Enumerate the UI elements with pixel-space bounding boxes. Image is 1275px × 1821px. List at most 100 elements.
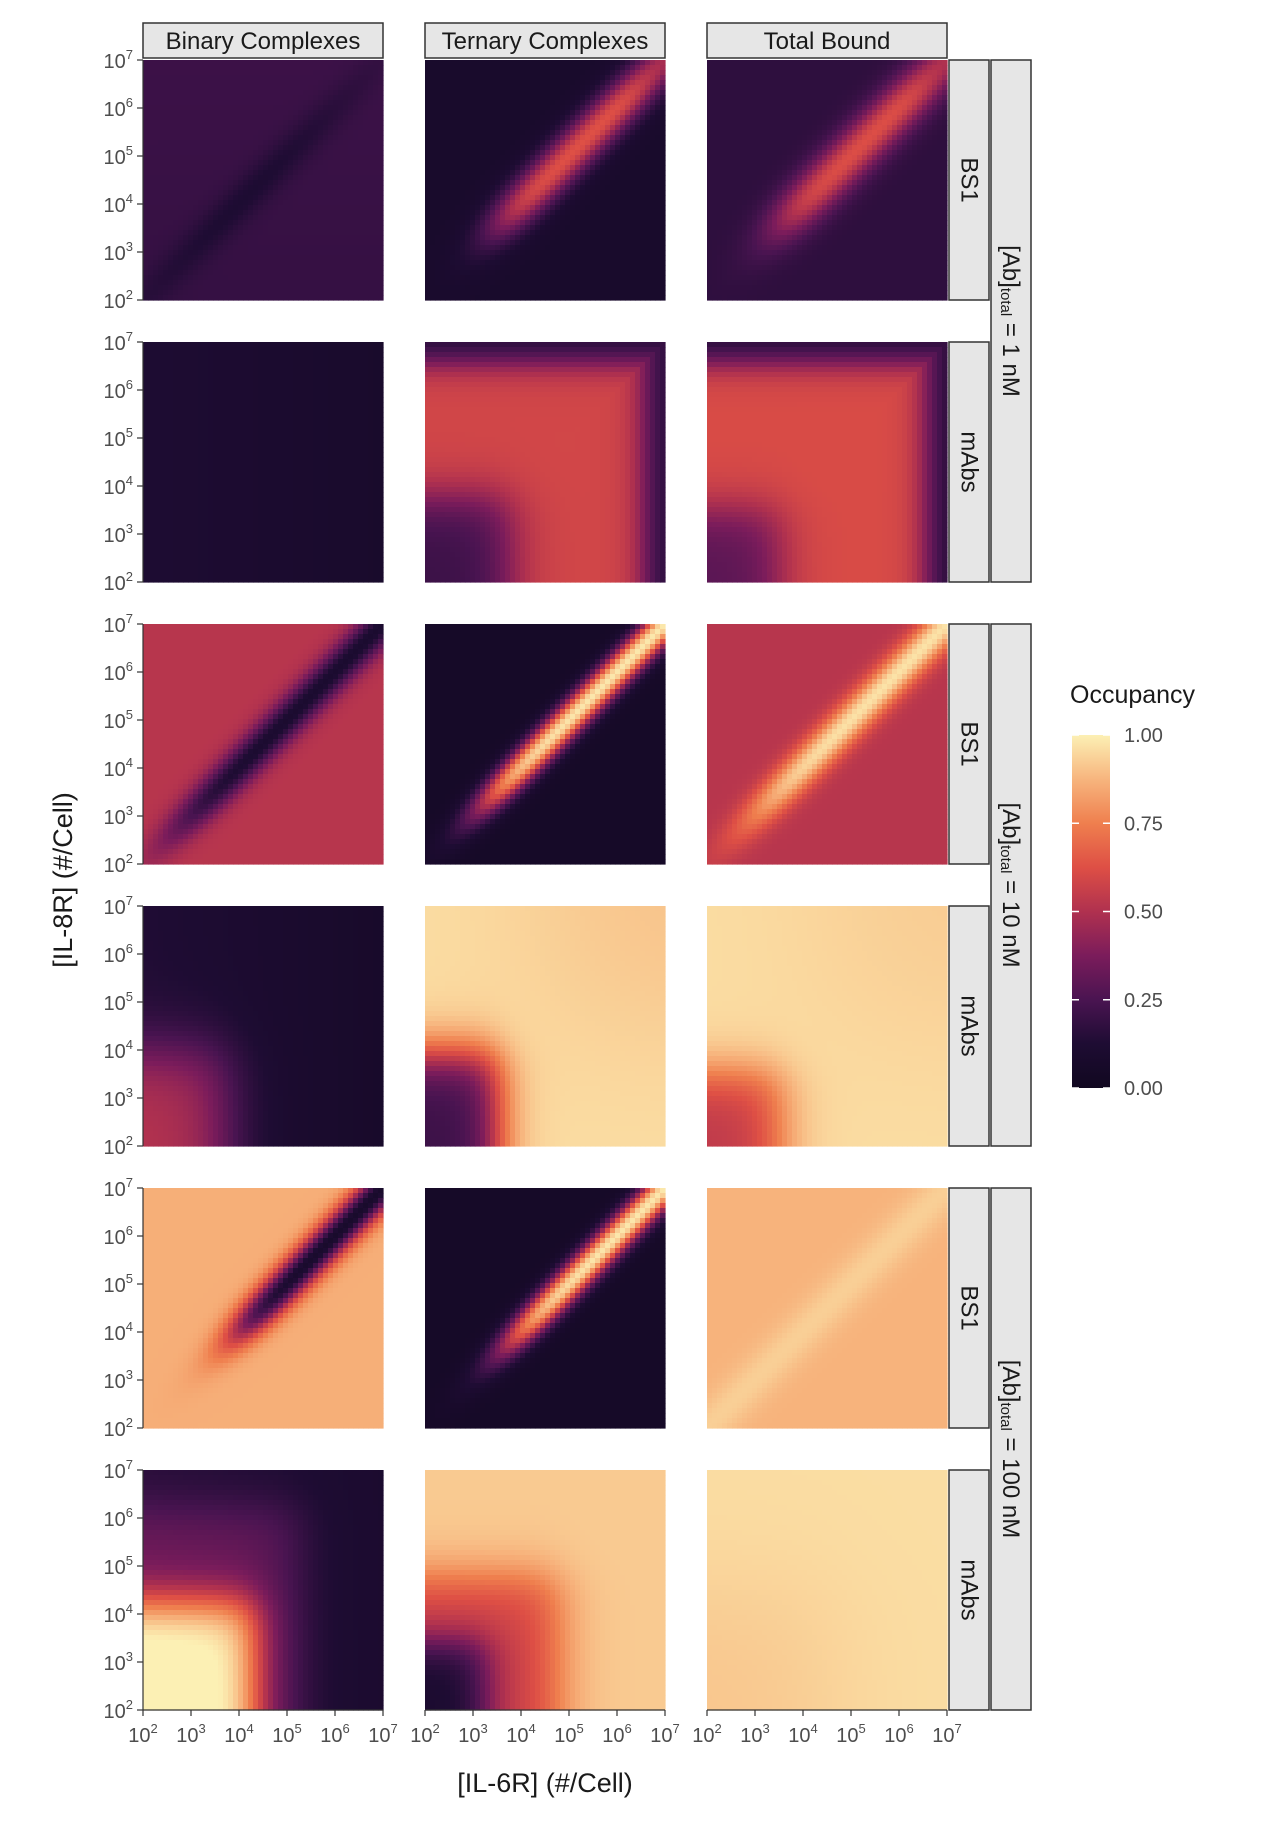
heatmap-cell bbox=[283, 275, 289, 281]
heatmap-cell bbox=[288, 95, 294, 101]
heatmap-cell bbox=[283, 265, 289, 271]
heatmap-cell bbox=[158, 90, 164, 96]
heatmap-cell bbox=[268, 245, 274, 251]
heatmap-cell bbox=[333, 150, 339, 156]
heatmap-cell bbox=[188, 120, 194, 126]
heatmap-cell bbox=[363, 140, 369, 146]
heatmap-cell bbox=[313, 170, 319, 176]
heatmap-cell bbox=[253, 120, 259, 126]
heatmap-cell bbox=[373, 270, 379, 276]
heatmap-cell bbox=[218, 115, 224, 121]
heatmap-cell bbox=[238, 275, 244, 281]
heatmap-cell bbox=[293, 70, 299, 76]
heatmap-cell bbox=[243, 70, 249, 76]
heatmap-cell bbox=[475, 190, 481, 196]
heatmap-cell bbox=[480, 65, 486, 71]
heatmap-cell bbox=[343, 235, 349, 241]
heatmap-cell bbox=[313, 265, 319, 271]
heatmap-cell bbox=[143, 130, 149, 136]
heatmap-cell bbox=[333, 125, 339, 131]
heatmap-cell bbox=[178, 295, 184, 301]
heatmap-cell bbox=[303, 130, 309, 136]
heatmap-cell bbox=[318, 225, 324, 231]
heatmap-cell bbox=[333, 65, 339, 71]
heatmap-cell bbox=[248, 150, 254, 156]
heatmap-cell bbox=[368, 115, 374, 121]
heatmap-cell bbox=[378, 115, 384, 121]
heatmap-cell bbox=[278, 245, 284, 251]
heatmap-cell bbox=[228, 115, 234, 121]
heatmap-cell bbox=[460, 125, 466, 131]
heatmap-cell bbox=[168, 70, 174, 76]
heatmap-cell bbox=[435, 120, 441, 126]
heatmap-cell bbox=[333, 265, 339, 271]
heatmap-cell bbox=[243, 280, 249, 286]
heatmap-cell bbox=[163, 255, 169, 261]
heatmap-cell bbox=[248, 140, 254, 146]
heatmap-cell bbox=[158, 220, 164, 226]
heatmap-cell bbox=[338, 175, 344, 181]
heatmap-cell bbox=[278, 90, 284, 96]
heatmap-cell bbox=[323, 115, 329, 121]
heatmap-cell bbox=[480, 215, 486, 221]
heatmap-cell bbox=[328, 245, 334, 251]
heatmap-cell bbox=[238, 190, 244, 196]
heatmap-cell bbox=[248, 225, 254, 231]
heatmap-cell bbox=[323, 175, 329, 181]
heatmap-cell bbox=[163, 210, 169, 216]
heatmap-cell bbox=[465, 65, 471, 71]
heatmap-cell bbox=[445, 150, 451, 156]
heatmap-cell bbox=[425, 180, 431, 186]
heatmap-cell bbox=[363, 115, 369, 121]
heatmap-cell bbox=[358, 295, 364, 301]
heatmap-cell bbox=[238, 280, 244, 286]
heatmap-cell bbox=[343, 260, 349, 266]
heatmap-cell bbox=[368, 170, 374, 176]
heatmap-cell bbox=[208, 60, 214, 66]
heatmap-cell bbox=[430, 80, 436, 86]
heatmap-cell bbox=[238, 135, 244, 141]
heatmap-cell bbox=[318, 145, 324, 151]
heatmap-cell bbox=[213, 90, 219, 96]
heatmap-cell bbox=[243, 195, 249, 201]
heatmap-cell bbox=[450, 100, 456, 106]
heatmap-cell bbox=[465, 105, 471, 111]
heatmap-cell bbox=[188, 175, 194, 181]
heatmap-cell bbox=[323, 220, 329, 226]
heatmap-cell bbox=[243, 160, 249, 166]
heatmap-cell bbox=[353, 130, 359, 136]
heatmap-cell bbox=[253, 60, 259, 66]
heatmap-cell bbox=[353, 95, 359, 101]
heatmap-cell bbox=[203, 150, 209, 156]
heatmap-cell bbox=[318, 260, 324, 266]
heatmap-cell bbox=[163, 75, 169, 81]
heatmap-cell bbox=[323, 105, 329, 111]
heatmap-cell bbox=[178, 150, 184, 156]
heatmap-cell bbox=[475, 95, 481, 101]
heatmap-cell bbox=[333, 290, 339, 296]
heatmap-cell bbox=[288, 170, 294, 176]
heatmap-cell bbox=[188, 230, 194, 236]
heatmap-cell bbox=[213, 60, 219, 66]
heatmap-cell bbox=[445, 100, 451, 106]
heatmap-cell bbox=[303, 125, 309, 131]
heatmap-cell bbox=[158, 165, 164, 171]
heatmap-cell bbox=[455, 130, 461, 136]
heatmap-cell bbox=[273, 250, 279, 256]
heatmap-cell bbox=[223, 190, 229, 196]
heatmap-cell bbox=[368, 295, 374, 301]
heatmap-cell bbox=[318, 110, 324, 116]
heatmap-cell bbox=[198, 220, 204, 226]
heatmap-cell bbox=[373, 155, 379, 161]
heatmap-cell bbox=[173, 250, 179, 256]
heatmap-cell bbox=[238, 285, 244, 291]
heatmap-cell bbox=[263, 115, 269, 121]
heatmap-cell bbox=[460, 145, 466, 151]
heatmap-cell bbox=[273, 150, 279, 156]
heatmap-cell bbox=[143, 120, 149, 126]
heatmap-cell bbox=[283, 165, 289, 171]
heatmap-cell bbox=[338, 230, 344, 236]
heatmap-cell bbox=[193, 205, 199, 211]
heatmap-cell bbox=[203, 70, 209, 76]
heatmap-cell bbox=[153, 225, 159, 231]
